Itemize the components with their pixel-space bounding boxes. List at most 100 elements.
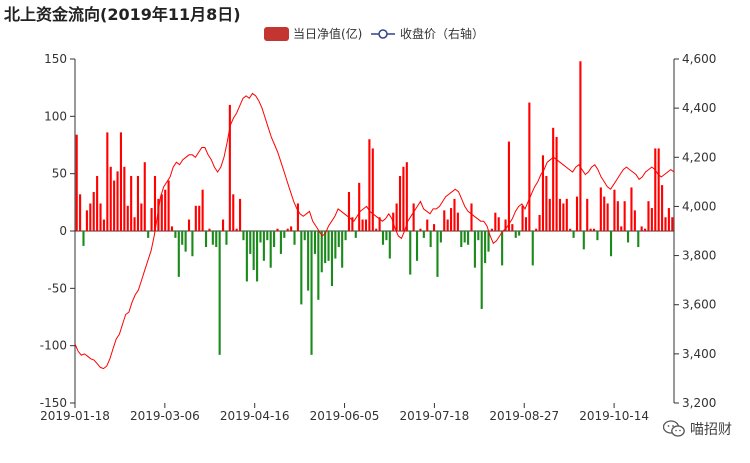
y-right-tick-label: 4,600 <box>682 52 716 66</box>
bar <box>204 231 208 248</box>
bar <box>395 203 398 231</box>
bar <box>630 187 633 231</box>
tick-labels: 150 100 50 0 -50 -100 -150 4,600 4,400 4,200 4,000… <box>40 52 717 423</box>
bar <box>429 231 432 248</box>
bar <box>405 162 408 231</box>
bar <box>484 231 487 264</box>
bar <box>654 148 657 231</box>
y-right-tick-label: 3,800 <box>682 249 716 263</box>
bar <box>555 136 558 231</box>
bar <box>490 228 493 231</box>
bar <box>531 231 534 266</box>
bar <box>535 228 538 231</box>
bar <box>528 102 531 231</box>
bar <box>623 201 626 231</box>
x-tick-label: 2019-04-16 <box>220 409 290 423</box>
bar <box>130 175 133 231</box>
bar <box>439 231 442 243</box>
bar <box>426 219 429 231</box>
y-left-tick-label: -150 <box>40 396 67 410</box>
legend-bar-label[interactable]: 当日净值(亿) <box>293 26 362 41</box>
legend-line-label[interactable]: 收盘价（右轴） <box>400 26 484 41</box>
bar <box>235 228 238 231</box>
bar <box>228 104 231 231</box>
bar <box>572 231 575 238</box>
bar <box>273 231 276 248</box>
y-left-tick-label: -50 <box>47 281 67 295</box>
bar <box>361 219 364 231</box>
bar <box>85 210 88 231</box>
bar <box>480 231 483 309</box>
y-right-tick-label: 4,200 <box>682 150 716 164</box>
bar <box>541 155 545 231</box>
legend-bar-swatch[interactable] <box>264 27 289 41</box>
bar <box>215 231 218 248</box>
bar <box>300 231 303 305</box>
legend-line-marker[interactable] <box>378 29 388 39</box>
bar <box>592 228 596 231</box>
y-left-tick-label: -100 <box>40 339 67 353</box>
bar <box>123 166 126 231</box>
bar <box>109 166 112 231</box>
bar <box>501 231 504 266</box>
bar <box>262 231 265 261</box>
bar <box>409 231 412 275</box>
bar <box>201 189 204 231</box>
bar <box>613 189 616 231</box>
bar <box>497 217 500 231</box>
bar <box>422 231 425 238</box>
bar <box>511 224 514 231</box>
bar <box>167 180 170 231</box>
bar <box>116 171 119 231</box>
chart-title: 北上资金流向(2019年11月8日) <box>4 5 241 24</box>
bar <box>143 162 146 231</box>
bar <box>548 198 551 231</box>
bar <box>174 231 177 238</box>
bar <box>521 205 524 231</box>
x-tick-label: 2019-03-06 <box>130 409 200 423</box>
bar <box>290 226 293 231</box>
bar <box>582 231 585 250</box>
bar <box>487 231 490 252</box>
bar <box>412 203 415 231</box>
line-series <box>74 92 675 370</box>
bar <box>170 226 174 231</box>
bar <box>249 231 252 254</box>
bar <box>381 231 385 245</box>
bar <box>320 231 323 273</box>
bar <box>341 231 344 268</box>
bar <box>211 231 214 245</box>
bar-series <box>75 61 674 355</box>
bar <box>191 231 194 257</box>
bar <box>388 231 391 259</box>
bar <box>283 231 286 238</box>
bar <box>126 205 129 231</box>
bar <box>518 231 521 236</box>
bar <box>221 219 225 231</box>
bar <box>470 203 473 231</box>
bar <box>102 219 105 231</box>
bar <box>507 141 510 231</box>
bar <box>208 228 211 231</box>
bar <box>119 132 122 231</box>
bar <box>661 185 664 231</box>
bar <box>286 228 289 231</box>
bar <box>419 228 422 231</box>
bar <box>293 231 296 245</box>
y-right-tick-label: 4,400 <box>682 101 716 115</box>
bar <box>589 228 592 231</box>
bar <box>160 194 163 231</box>
bar <box>330 231 334 287</box>
bar <box>575 196 579 231</box>
bar <box>637 231 640 248</box>
legend[interactable]: 当日净值(亿) 收盘价（右轴） <box>264 26 484 41</box>
x-tick-label: 2019-06-05 <box>310 409 380 423</box>
bar <box>317 231 320 300</box>
bar <box>562 203 565 231</box>
chat-bubble-icon <box>663 420 685 437</box>
y-right-tick-label: 3,200 <box>682 396 716 410</box>
y-left-tick-label: 150 <box>44 52 67 66</box>
bar <box>82 231 85 246</box>
bar <box>218 231 221 355</box>
